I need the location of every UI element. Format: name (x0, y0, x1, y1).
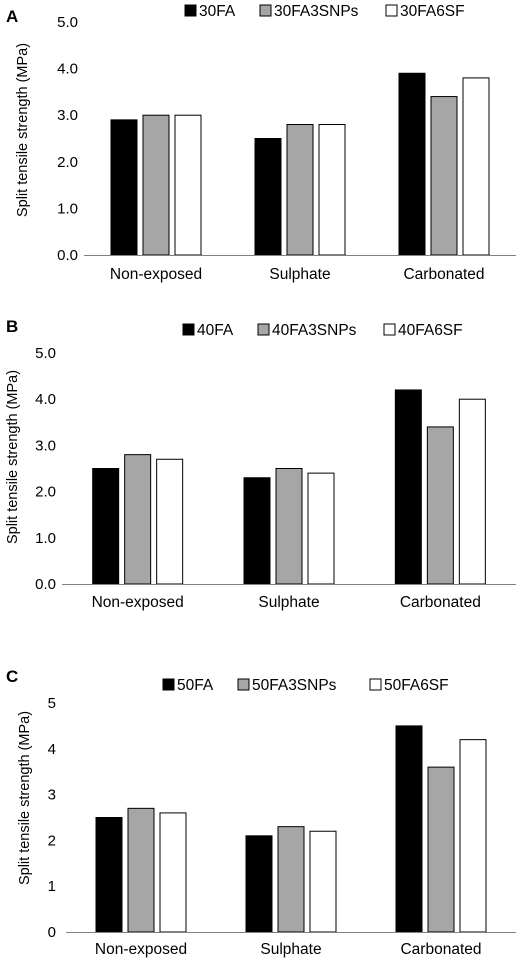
bar-40FA6SF-sulphate (307, 472, 335, 585)
bar-50FA3SNPs-carbonated (427, 766, 455, 933)
bar-30FA6SF-sulphate (318, 124, 346, 256)
y-ticks: 0.0 1.0 2.0 3.0 4.0 5.0 (57, 14, 78, 264)
legend-swatch (369, 678, 382, 691)
panel-letter: B (6, 317, 18, 336)
bar-30FA-non-exposed (110, 119, 138, 256)
y-tick-label: 2.0 (57, 154, 78, 171)
bar-40FA-non-exposed (92, 468, 120, 585)
chart-panel-b: B Split tensile strength (MPa) 40FA 40FA3… (0, 310, 526, 630)
bar-50FA6SF-non-exposed (159, 812, 187, 933)
y-tick-label: 5.0 (57, 14, 78, 31)
y-ticks: 0.0 1.0 2.0 3.0 4.0 5.0 (35, 345, 56, 593)
bar-30FA-sulphate (254, 138, 282, 256)
bar-30FA6SF-non-exposed (174, 114, 202, 256)
y-axis-label: Split tensile strength (MPa) (15, 43, 31, 217)
legend: 30FA 30FA3SNPs 30FA6SF (184, 3, 465, 20)
x-labels: Non-exposed Sulphate Carbonated (110, 266, 485, 283)
y-tick-label: 5 (48, 695, 56, 712)
x-category-label: Sulphate (258, 594, 319, 611)
y-tick-label: 0 (48, 924, 56, 941)
legend: 40FA 40FA3SNPs 40FA6SF (182, 322, 463, 339)
bar-40FA6SF-carbonated (458, 398, 486, 585)
legend-label: 50FA (177, 677, 214, 694)
y-ticks: 0 1 2 3 4 5 (48, 695, 56, 941)
y-tick-label: 3.0 (57, 107, 78, 124)
legend-label: 30FA3SNPs (274, 3, 359, 20)
bar-50FA-carbonated (395, 725, 423, 933)
bar-40FA3SNPs-sulphate (275, 468, 303, 585)
legend-swatch (259, 4, 272, 17)
legend-swatch (162, 678, 175, 691)
chart-b-svg: B Split tensile strength (MPa) 40FA 40FA3… (5, 317, 516, 611)
legend-swatch (182, 323, 195, 336)
bar-30FA3SNPs-non-exposed (142, 114, 170, 256)
y-tick-label: 0.0 (35, 576, 56, 593)
bar-30FA-carbonated (398, 72, 426, 256)
bar-50FA6SF-sulphate (309, 830, 337, 933)
panel-letter: A (6, 7, 18, 26)
y-tick-label: 3 (48, 787, 56, 804)
x-category-label: Sulphate (269, 266, 330, 283)
y-tick-label: 1 (48, 878, 56, 895)
bar-30FA3SNPs-sulphate (286, 124, 314, 256)
legend-label: 50FA3SNPs (252, 677, 337, 694)
bars (95, 725, 487, 933)
x-category-label: Carbonated (403, 266, 484, 283)
y-tick-label: 2 (48, 832, 56, 849)
y-tick-label: 0.0 (57, 247, 78, 264)
y-tick-label: 4 (48, 741, 56, 758)
y-tick-label: 1.0 (57, 200, 78, 217)
bar-40FA-carbonated (394, 389, 422, 585)
y-axis-label: Split tensile strength (MPa) (17, 711, 33, 885)
bar-30FA3SNPs-carbonated (430, 96, 458, 256)
x-labels: Non-exposed Sulphate Carbonated (92, 594, 481, 611)
bar-50FA-sulphate (245, 835, 273, 933)
legend-label: 50FA6SF (384, 677, 449, 694)
y-tick-label: 4.0 (57, 61, 78, 78)
legend-label: 40FA3SNPs (272, 322, 357, 339)
legend-swatch (383, 323, 396, 336)
x-category-label: Non-exposed (95, 941, 187, 958)
bar-50FA3SNPs-sulphate (277, 826, 305, 933)
bar-50FA3SNPs-non-exposed (127, 807, 155, 933)
legend: 50FA 50FA3SNPs 50FA6SF (162, 677, 449, 694)
bar-50FA-non-exposed (95, 817, 123, 933)
y-tick-label: 5.0 (35, 345, 56, 362)
legend-label: 30FA (199, 3, 236, 20)
bar-50FA6SF-carbonated (459, 739, 487, 933)
legend-swatch (257, 323, 270, 336)
y-axis-label: Split tensile strength (MPa) (5, 370, 21, 544)
bar-40FA3SNPs-non-exposed (124, 454, 152, 585)
chart-panel-a: A Split tensile strength (MPa) 30FA 30FA3… (0, 0, 526, 300)
x-labels: Non-exposed Sulphate Carbonated (95, 941, 482, 958)
x-category-label: Sulphate (260, 941, 321, 958)
x-category-label: Non-exposed (92, 594, 184, 611)
legend-swatch (184, 4, 197, 17)
legend-swatch (385, 4, 398, 17)
legend-label: 30FA6SF (400, 3, 465, 20)
x-category-label: Non-exposed (110, 266, 202, 283)
legend-swatch (237, 678, 250, 691)
y-tick-label: 3.0 (35, 437, 56, 454)
chart-a-svg: A Split tensile strength (MPa) 30FA 30FA3… (6, 3, 516, 283)
bar-30FA6SF-carbonated (462, 77, 490, 256)
y-tick-label: 2.0 (35, 484, 56, 501)
chart-c-svg: C Split tensile strength (MPa) 50FA 50FA3… (6, 667, 516, 958)
bar-40FA3SNPs-carbonated (426, 426, 454, 585)
legend-label: 40FA6SF (398, 322, 463, 339)
y-tick-label: 1.0 (35, 530, 56, 547)
bar-40FA-sulphate (243, 477, 271, 585)
chart-panel-c: C Split tensile strength (MPa) 50FA 50FA3… (0, 660, 526, 966)
panel-letter: C (6, 667, 18, 686)
bars (110, 72, 490, 256)
x-category-label: Carbonated (400, 594, 481, 611)
bar-40FA6SF-non-exposed (156, 458, 184, 585)
bars (92, 389, 486, 585)
x-category-label: Carbonated (400, 941, 481, 958)
legend-label: 40FA (197, 322, 234, 339)
y-tick-label: 4.0 (35, 391, 56, 408)
